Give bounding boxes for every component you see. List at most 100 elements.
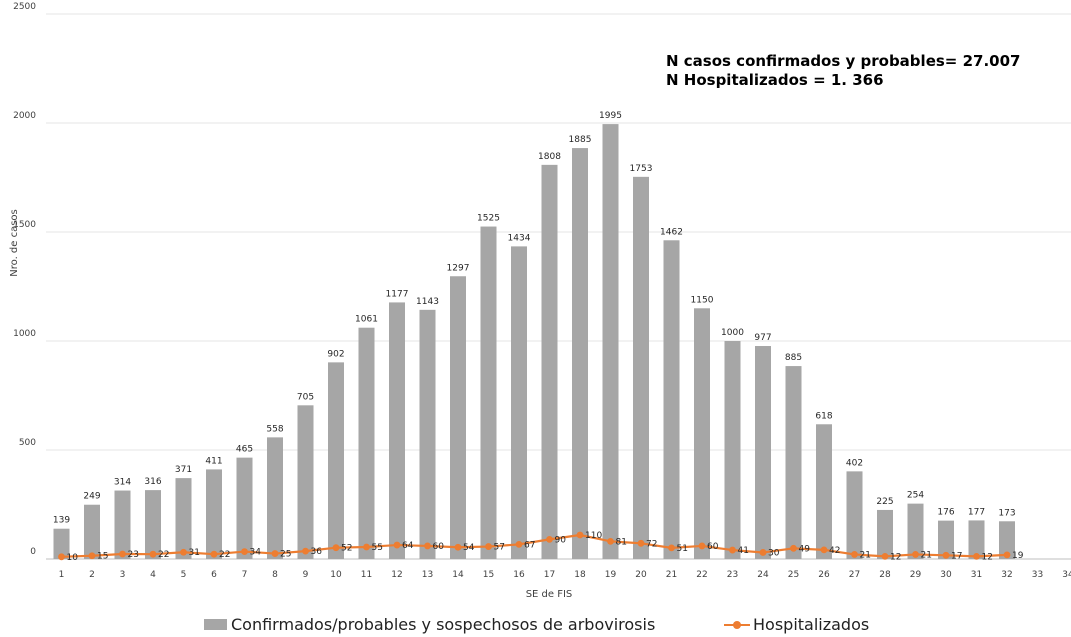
line-point — [820, 546, 828, 554]
line-value-label: 31 — [189, 548, 200, 558]
x-tick-label: 24 — [757, 570, 769, 580]
bar-value-label: 1753 — [630, 164, 653, 174]
bar — [419, 309, 436, 559]
bar — [450, 276, 466, 559]
legend-label-line: Hospitalizados — [753, 615, 870, 634]
line-value-label: 110 — [585, 531, 602, 541]
bar-value-label: 1808 — [538, 152, 561, 162]
bar-value-label: 1297 — [447, 263, 470, 273]
x-tick-label: 9 — [303, 570, 309, 580]
x-tick-label: 5 — [181, 570, 187, 580]
bar-value-label: 1000 — [721, 328, 744, 338]
x-tick-label: 26 — [818, 570, 830, 580]
y-tick-label: 1000 — [13, 329, 36, 339]
x-tick-label: 7 — [242, 570, 248, 580]
line-value-label: 10 — [67, 553, 79, 563]
bar-value-label: 618 — [815, 411, 832, 421]
line-point — [454, 543, 462, 551]
bar — [541, 164, 558, 559]
x-tick-label: 33 — [1032, 570, 1043, 580]
line-point — [912, 551, 919, 558]
bar — [694, 308, 710, 559]
gridlines — [46, 13, 1071, 560]
bar-value-label: 1462 — [660, 227, 683, 237]
line-value-label: 17 — [951, 551, 962, 561]
bar-value-label: 1150 — [691, 295, 714, 305]
line-point — [332, 544, 340, 552]
bar-value-label: 1885 — [569, 135, 592, 145]
x-tick-label: 15 — [483, 570, 494, 580]
legend-item-line: Hospitalizados — [724, 615, 869, 634]
y-tick-label: 0 — [30, 547, 36, 557]
line-point — [729, 546, 736, 554]
line-point — [485, 543, 492, 550]
bar-value-label: 1143 — [416, 297, 439, 307]
legend-label-bars: Confirmados/probables y sospechosos de a… — [231, 615, 656, 634]
line-value-label: 22 — [219, 550, 230, 560]
bar-value-label: 254 — [907, 491, 924, 501]
x-tick-label: 27 — [849, 570, 860, 580]
bar-value-label: 465 — [236, 445, 253, 455]
x-tick-label: 22 — [696, 570, 707, 580]
line-point — [576, 531, 584, 539]
bar — [297, 405, 314, 559]
line-point — [607, 537, 614, 545]
y-tick-label: 500 — [19, 438, 36, 448]
line-value-label: 34 — [250, 548, 262, 558]
x-tick-label: 18 — [574, 570, 586, 580]
line-value-label: 12 — [890, 552, 901, 562]
line-value-label: 52 — [341, 544, 352, 554]
x-tick-label: 8 — [272, 570, 278, 580]
line-value-label: 64 — [402, 541, 414, 551]
bar-value-label: 316 — [144, 477, 161, 487]
bar-value-label: 314 — [114, 478, 131, 488]
x-tick-label: 14 — [452, 570, 464, 580]
bar — [114, 490, 131, 559]
bar — [145, 490, 161, 559]
summary-annotation: N casos confirmados y probables= 27.007 … — [666, 52, 1020, 90]
y-axis-ticks: 0 500 1000 1500 2000 2500 — [13, 2, 36, 557]
line-value-label: 21 — [921, 550, 932, 560]
line-point — [210, 550, 218, 558]
line-point — [393, 541, 401, 549]
bar-value-label: 139 — [53, 516, 70, 526]
x-tick-label: 16 — [513, 570, 525, 580]
line-point — [1003, 551, 1011, 559]
bar — [358, 327, 375, 559]
line-path — [61, 533, 1008, 558]
line-point — [942, 551, 950, 559]
x-axis-ticks: 1 2 3 4 5 6 7 8 9 10 11 12 13 14 15 16 17 18 19 20 21 22 23 24 2… — [59, 570, 1071, 580]
line-value-label: 42 — [829, 546, 840, 556]
bar — [633, 176, 649, 559]
x-tick-label: 6 — [211, 570, 217, 580]
bar — [968, 520, 985, 559]
line-value-label: 60 — [433, 542, 445, 552]
line-value-label: 60 — [707, 542, 719, 552]
bar-value-label: 1995 — [599, 111, 622, 121]
line-value-label: 21 — [860, 550, 871, 560]
bar-value-label: 1525 — [477, 214, 500, 224]
line-value-label: 12 — [982, 552, 993, 562]
line-value-label: 51 — [677, 544, 688, 554]
annotation-hospitalized: N Hospitalizados = 1. 366 — [666, 71, 884, 89]
x-tick-label: 28 — [879, 570, 891, 580]
line-data-labels: 10 15 23 22 31 22 34 25 36 52 55 64 60 54 57 67 90 110 81 7… — [67, 531, 1024, 563]
line-value-label: 41 — [738, 546, 749, 556]
bar-value-label: 1434 — [508, 233, 531, 243]
line-point — [790, 544, 797, 552]
line-value-label: 90 — [555, 535, 567, 545]
x-tick-label: 3 — [120, 570, 126, 580]
line-value-label: 15 — [97, 552, 108, 562]
line-point — [119, 550, 126, 558]
line-value-label: 72 — [646, 539, 657, 549]
bar-value-label: 173 — [998, 508, 1015, 518]
bar-value-label: 1061 — [355, 315, 378, 325]
x-tick-label: 29 — [910, 570, 922, 580]
x-tick-label: 17 — [544, 570, 555, 580]
x-tick-label: 11 — [361, 570, 372, 580]
bar — [267, 437, 283, 559]
line-point — [881, 552, 889, 560]
line-value-label: 54 — [463, 543, 475, 553]
x-tick-label: 23 — [727, 570, 738, 580]
